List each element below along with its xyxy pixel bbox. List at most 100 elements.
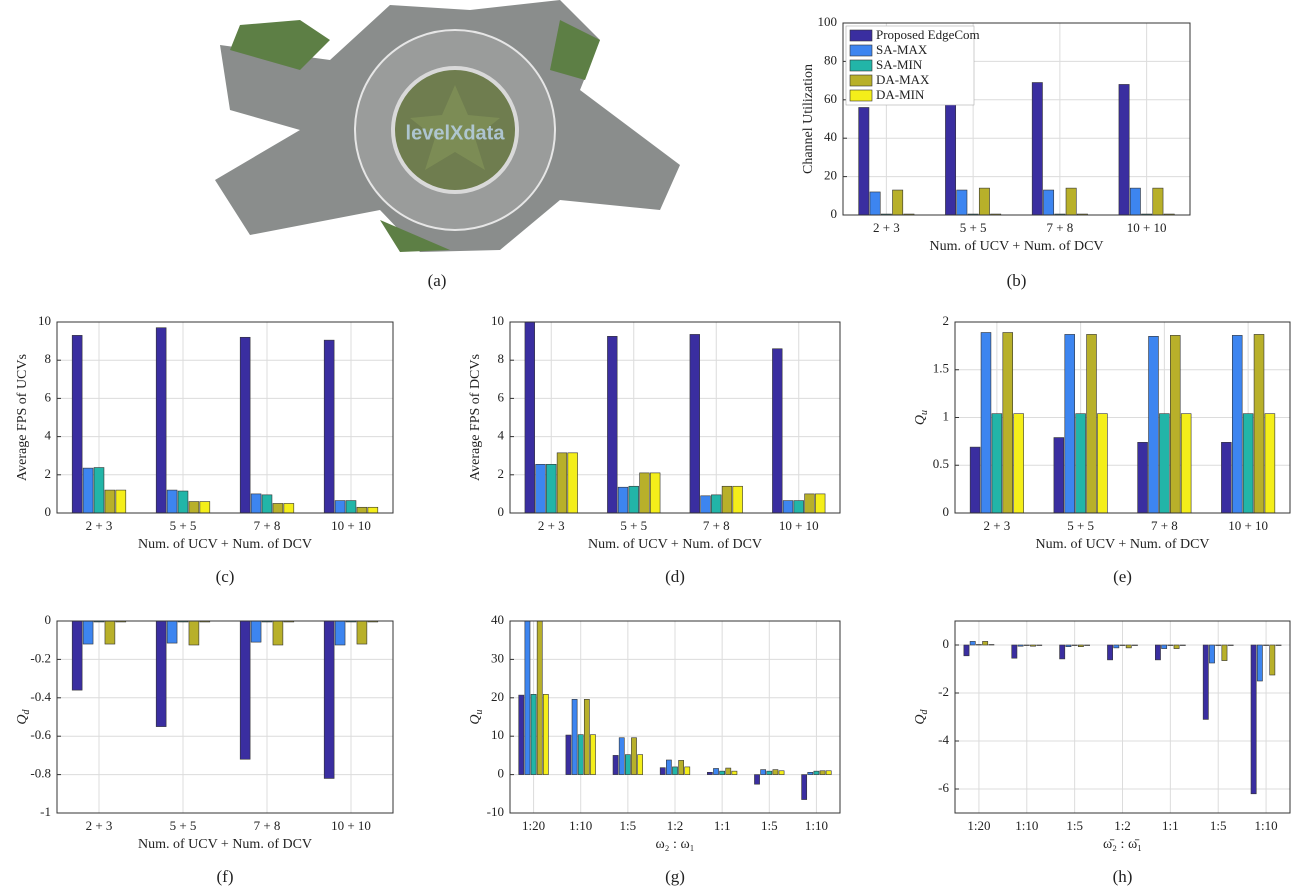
bar — [1059, 644, 1066, 660]
bar — [1077, 644, 1084, 647]
y-tick-label: -2 — [938, 684, 949, 699]
bar — [334, 620, 346, 646]
x-tick-label: 1:10 — [569, 818, 592, 833]
y-tick-label: 2 — [45, 466, 52, 481]
y-tick-label: 6 — [498, 389, 505, 404]
bar — [650, 472, 661, 514]
bar — [1129, 187, 1141, 216]
bar — [1113, 644, 1120, 649]
bar — [1170, 335, 1181, 514]
aerial-photo: levelXdata — [215, 0, 680, 252]
x-tick-label: 1:10 — [805, 818, 828, 833]
y-axis-label-sub: d — [21, 708, 32, 714]
plot-frame — [954, 620, 1291, 814]
x-tick-label: 1:1 — [714, 818, 731, 833]
bar — [976, 644, 982, 646]
x-tick-label: 2 + 3 — [983, 518, 1010, 533]
bar — [1264, 413, 1276, 514]
bar — [356, 506, 368, 514]
bar — [612, 755, 619, 775]
bar — [988, 644, 995, 646]
bar — [801, 774, 808, 800]
bar — [1148, 336, 1159, 514]
x-tick-label: 1:5 — [761, 818, 778, 833]
bar — [93, 467, 105, 514]
y-axis-label: Qu — [913, 410, 930, 425]
bar — [1180, 413, 1192, 514]
x-tick-label: 1:20 — [522, 818, 545, 833]
y-tick-label: -1 — [40, 804, 51, 819]
plot-area — [57, 621, 393, 813]
x-tick-label: 1:10 — [1255, 818, 1278, 833]
bar — [583, 699, 590, 775]
x-tick-label: 1:1 — [1162, 818, 1179, 833]
bar — [624, 754, 631, 775]
x-tick-label: 10 + 10 — [1228, 518, 1268, 533]
watermark: levelXdata — [406, 122, 506, 144]
bar — [323, 620, 335, 779]
bar — [1017, 644, 1024, 647]
bar — [1132, 644, 1138, 646]
bar — [166, 620, 178, 644]
bar — [155, 327, 167, 514]
bar — [188, 620, 200, 646]
x-tick-label: 7 + 8 — [703, 518, 730, 533]
bar — [721, 485, 733, 514]
caption: (g) — [665, 867, 685, 886]
bar — [807, 771, 814, 775]
bar — [1215, 644, 1222, 646]
y-tick-label: -10 — [487, 804, 504, 819]
bar — [104, 489, 116, 514]
bar — [945, 95, 957, 216]
caption: (d) — [665, 567, 685, 586]
x-tick-label: 1:2 — [1114, 818, 1131, 833]
y-tick-label: 1 — [943, 408, 950, 423]
bar — [1209, 644, 1215, 664]
x-tick-label: 5 + 5 — [170, 818, 197, 833]
x-axis-label: Num. of UCV + Num. of DCV — [138, 537, 312, 552]
bar — [772, 348, 783, 514]
y-axis-label-main: Average FPS of UCVs — [15, 354, 30, 481]
legend-label: DA-MAX — [876, 72, 930, 87]
bar — [672, 766, 678, 775]
bar — [689, 334, 700, 514]
bar — [1231, 335, 1243, 514]
bar — [345, 500, 357, 514]
y-tick-label: 4 — [45, 428, 52, 443]
legend-swatch — [849, 74, 873, 87]
x-tick-label: 7 + 8 — [254, 818, 281, 833]
x-tick-label: 10 + 10 — [779, 518, 819, 533]
bar — [731, 770, 738, 775]
bar — [711, 494, 722, 514]
y-tick-label: -0.8 — [30, 766, 51, 781]
bar — [1118, 84, 1130, 216]
bar — [1137, 442, 1148, 514]
bar — [1275, 644, 1282, 646]
y-tick-label: 8 — [45, 351, 52, 366]
bar — [542, 694, 549, 775]
y-axis-label-main: Channel Utilization — [801, 64, 816, 174]
y-axis-label-sub: u — [474, 709, 485, 714]
bar — [82, 467, 94, 514]
x-tick-label: 5 + 5 — [960, 220, 987, 235]
y-tick-label: 100 — [818, 14, 838, 29]
y-tick-label: 0 — [943, 636, 950, 651]
legend-swatch — [849, 89, 873, 102]
bar — [1030, 644, 1036, 647]
bar — [793, 500, 804, 514]
y-tick-label: 10 — [491, 727, 504, 742]
y-axis-label: Qu — [468, 709, 485, 724]
plot-frame — [509, 620, 841, 814]
bar — [166, 489, 178, 514]
bar — [155, 620, 167, 727]
y-tick-label: 2 — [943, 313, 950, 328]
bar — [239, 336, 251, 514]
bar — [819, 770, 826, 775]
y-axis-label-main: Q — [15, 714, 30, 724]
legend-label: DA-MIN — [876, 87, 925, 102]
y-axis-label-sub: u — [919, 410, 930, 415]
bar — [732, 485, 743, 514]
caption: (e) — [1113, 567, 1132, 586]
x-tick-label: 7 + 8 — [254, 518, 281, 533]
x-axis-label: Num. of UCV + Num. of DCV — [588, 537, 762, 552]
